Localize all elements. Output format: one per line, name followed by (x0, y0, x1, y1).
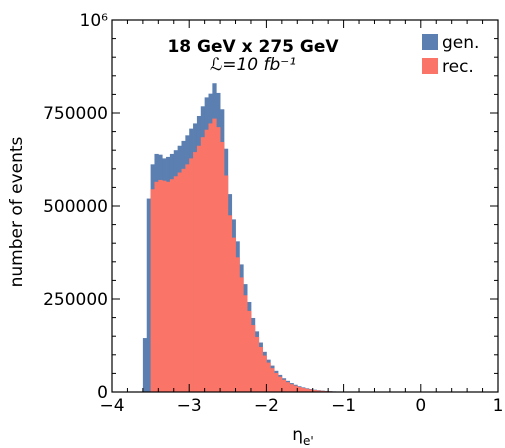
bar-rec-45 (316, 390, 321, 392)
bar-rec-35 (277, 376, 283, 392)
legend-label-rec: rec. (442, 57, 474, 77)
bar-gen-1 (146, 198, 151, 392)
bar-gen-0 (142, 338, 148, 392)
bar-rec-44 (312, 389, 317, 392)
legend-label-gen: gen. (442, 33, 479, 53)
bar-rec-31 (262, 355, 267, 392)
bar-rec-3 (154, 181, 159, 392)
bar-rec-29 (254, 336, 260, 392)
legend: gen. rec. (422, 33, 479, 77)
bar-rec-17 (208, 123, 213, 393)
bar-rec-25 (239, 277, 244, 392)
bar-rec-15 (200, 137, 206, 392)
bar-rec-40 (297, 386, 302, 392)
bar-rec-24 (235, 257, 240, 392)
bar-rec-41 (301, 387, 306, 392)
bar-rec-26 (243, 295, 248, 392)
bar-rec-4 (158, 179, 163, 392)
bar-rec-23 (231, 237, 236, 392)
bars-layer (142, 83, 364, 393)
bar-rec-20 (220, 142, 225, 392)
y-top-label: 10⁶ (80, 11, 109, 31)
legend-swatch-gen (422, 34, 438, 50)
bar-rec-16 (204, 129, 209, 393)
bar-rec-18 (212, 118, 217, 392)
bar-rec-34 (274, 373, 279, 392)
bar-rec-43 (308, 389, 314, 392)
bar-rec-37 (285, 382, 290, 392)
chart-subtitle: ℒ=10 fb⁻¹ (210, 55, 296, 75)
bar-rec-10 (181, 168, 186, 392)
bar-rec-33 (270, 368, 275, 392)
legend-swatch-rec (422, 58, 438, 74)
x-tick-label: 1 (493, 396, 504, 416)
bar-rec-32 (266, 362, 271, 392)
x-tick-label: −1 (331, 396, 356, 416)
bar-rec-38 (289, 384, 294, 392)
bar-rec-39 (293, 385, 298, 392)
bar-rec-9 (177, 172, 182, 392)
y-tick-label: 0 (97, 383, 108, 403)
x-tick-label: −4 (99, 396, 124, 416)
bar-rec-2 (150, 189, 155, 392)
bar-rec-19 (216, 127, 221, 392)
bar-rec-27 (247, 310, 252, 392)
bar-rec-7 (169, 179, 175, 392)
bar-rec-8 (173, 176, 179, 392)
bar-rec-6 (166, 181, 171, 392)
bar-rec-22 (227, 215, 233, 392)
bar-rec-21 (223, 175, 229, 392)
y-axis-title: number of events (7, 136, 27, 287)
bar-rec-13 (193, 152, 198, 392)
y-tick-label: 750000 (43, 104, 108, 124)
x-tick-label: −3 (177, 396, 202, 416)
ticks-layer: −4 −3 −2 −1 0 1 0 250000 500000 750000 10⁶ (43, 11, 503, 416)
x-tick-label: −2 (254, 396, 279, 416)
y-tick-label: 250000 (43, 290, 108, 310)
bar-rec-5 (162, 180, 167, 392)
y-tick-label: 500000 (43, 197, 108, 217)
chart-title: 18 GeV x 275 GeV (167, 37, 339, 57)
bar-rec-42 (305, 388, 310, 392)
bar-rec-11 (185, 164, 190, 392)
bar-rec-12 (189, 158, 194, 392)
bar-rec-28 (250, 325, 256, 392)
bar-rec-30 (258, 346, 263, 392)
bar-rec-14 (196, 145, 202, 392)
bar-rec-36 (281, 379, 287, 392)
x-tick-label: 0 (415, 396, 426, 416)
x-axis-title: ηe' (292, 425, 313, 448)
